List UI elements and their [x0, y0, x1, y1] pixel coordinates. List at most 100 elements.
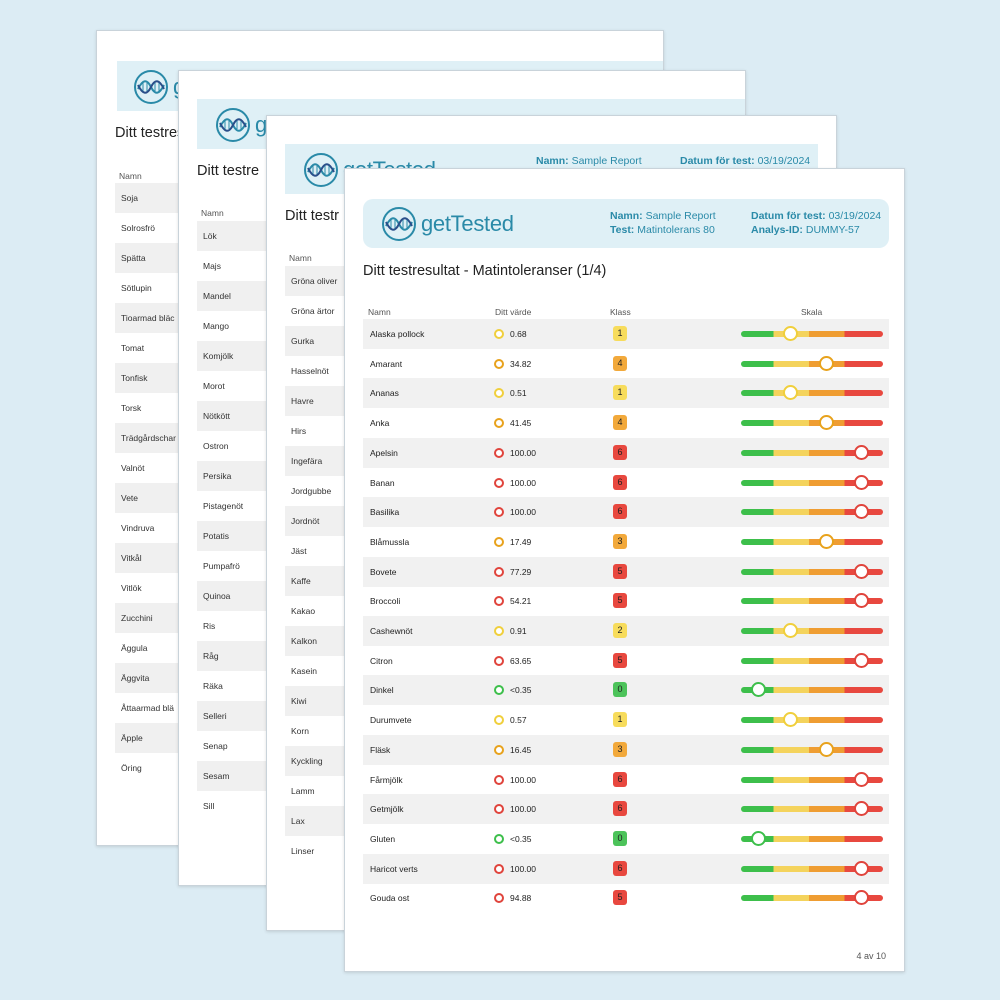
scale-marker: [854, 860, 870, 876]
header-info-right: Datum för test: 03/19/2024 Analys-ID: DU…: [751, 209, 881, 237]
scale-marker: [818, 355, 834, 371]
item-name: Jordnöt: [291, 516, 320, 526]
food-name: Fårmjölk: [370, 774, 403, 785]
list-item: Senap: [197, 731, 285, 761]
page-title: Ditt testresultat - Matintoleranser (1/4…: [363, 263, 607, 279]
level-indicator-icon: [494, 863, 504, 874]
list-item: Åttaarmad blä: [115, 693, 205, 723]
scale-marker: [854, 801, 870, 817]
list-item: Vindruva: [115, 513, 205, 543]
result-value: 100.00: [510, 507, 536, 518]
scale-bar: [741, 593, 883, 609]
result-value: 34.82: [510, 358, 532, 369]
scale-marker: [854, 504, 870, 520]
item-name: Sesam: [203, 771, 230, 781]
food-name: Apelsin: [370, 447, 398, 458]
item-name: Sill: [203, 801, 215, 811]
result-value: 16.45: [510, 744, 532, 755]
class-badge: 6: [613, 504, 627, 520]
item-name: Persika: [203, 471, 232, 481]
scale-bar: [741, 415, 883, 431]
item-name: Potatis: [203, 531, 229, 541]
result-value: 17.49: [510, 536, 532, 547]
item-name: Gröna oliver: [291, 276, 338, 286]
report-page-front: getTested Namn: Sample Report Test: Mati…: [344, 168, 905, 972]
item-name: Kyckling: [291, 756, 323, 766]
table-row: Banan 100.00 6: [363, 468, 889, 498]
scale-marker: [783, 385, 799, 401]
dna-logo-icon: [133, 69, 169, 105]
item-name: Quinoa: [203, 591, 231, 601]
table-row: Citron 63.65 5: [363, 646, 889, 676]
list-item: Linser: [285, 836, 365, 866]
scale-bar: [741, 741, 883, 757]
list-item: Morot: [197, 371, 285, 401]
level-indicator-icon: [494, 804, 504, 815]
item-name: Vitlök: [121, 583, 142, 593]
list-item: Äggula: [115, 633, 205, 663]
list-item: Pumpafrö: [197, 551, 285, 581]
scale-bar: [741, 712, 883, 728]
scale-marker: [818, 533, 834, 549]
list-item: Hirs: [285, 416, 365, 446]
table-row: Cashewnöt 0.91 2: [363, 616, 889, 646]
scale-marker: [750, 682, 766, 698]
food-name: Anka: [370, 418, 390, 429]
item-name: Räka: [203, 681, 223, 691]
scale-marker: [854, 593, 870, 609]
table-row: Fläsk 16.45 3: [363, 734, 889, 765]
level-indicator-icon: [494, 418, 504, 429]
item-name: Gröna ärtor: [291, 306, 335, 316]
table-row: Bovete 77.29 5: [363, 556, 889, 587]
list-item: Korn: [285, 716, 365, 746]
brand-logo: getTested: [381, 206, 514, 242]
item-name: Mango: [203, 321, 229, 331]
result-value: <0.35: [510, 685, 532, 696]
report-name: Sample Report: [645, 210, 716, 222]
level-indicator-icon: [494, 507, 504, 518]
item-name: Kakao: [291, 606, 316, 616]
item-name: Äpple: [121, 733, 143, 743]
name-label: Namn:: [610, 210, 643, 222]
class-badge: 1: [613, 326, 627, 341]
result-value: 0.51: [510, 388, 527, 399]
scale-marker: [783, 623, 799, 638]
list-item: Sill: [197, 791, 285, 821]
class-badge: 3: [613, 533, 627, 549]
level-indicator-icon: [494, 566, 504, 577]
result-value: 100.00: [510, 774, 536, 785]
class-badge: 0: [613, 830, 627, 846]
scale-marker: [783, 712, 799, 728]
scale-bar: [741, 890, 883, 906]
item-name: Selleri: [203, 711, 227, 721]
list-item: Mango: [197, 311, 285, 341]
scale-bar: [741, 860, 883, 876]
list-item: Kakao: [285, 596, 365, 626]
food-name: Haricot verts: [370, 863, 418, 874]
level-indicator-icon: [494, 596, 504, 607]
class-badge: 0: [613, 682, 627, 698]
item-name: Vete: [121, 493, 139, 503]
scale-marker: [818, 741, 834, 757]
scale-marker: [854, 652, 870, 668]
list-item: Gröna ärtor: [285, 296, 365, 326]
item-name: Vindruva: [121, 523, 155, 533]
column-header-name: Namn: [368, 307, 391, 317]
scale-bar: [741, 771, 883, 787]
scale-bar: [741, 830, 883, 846]
result-value: 100.00: [510, 447, 536, 458]
food-name: Durumvete: [370, 715, 412, 726]
food-name: Ananas: [370, 388, 399, 399]
page-title: Ditt testre: [197, 163, 260, 179]
brand-name: getTested: [421, 211, 514, 236]
item-name: Äggula: [121, 643, 148, 653]
level-indicator-icon: [494, 477, 504, 488]
scale-bar: [741, 563, 883, 579]
item-name: Torsk: [121, 403, 142, 413]
list-item: Valnöt: [115, 453, 205, 483]
column-header-name: Namn: [119, 171, 142, 181]
food-name: Blåmussla: [370, 536, 410, 547]
header-info-left: Namn: Sample Report Test: Matintolerans …: [610, 209, 716, 237]
class-badge: 6: [613, 801, 627, 817]
item-name: Pistagenöt: [203, 501, 244, 511]
